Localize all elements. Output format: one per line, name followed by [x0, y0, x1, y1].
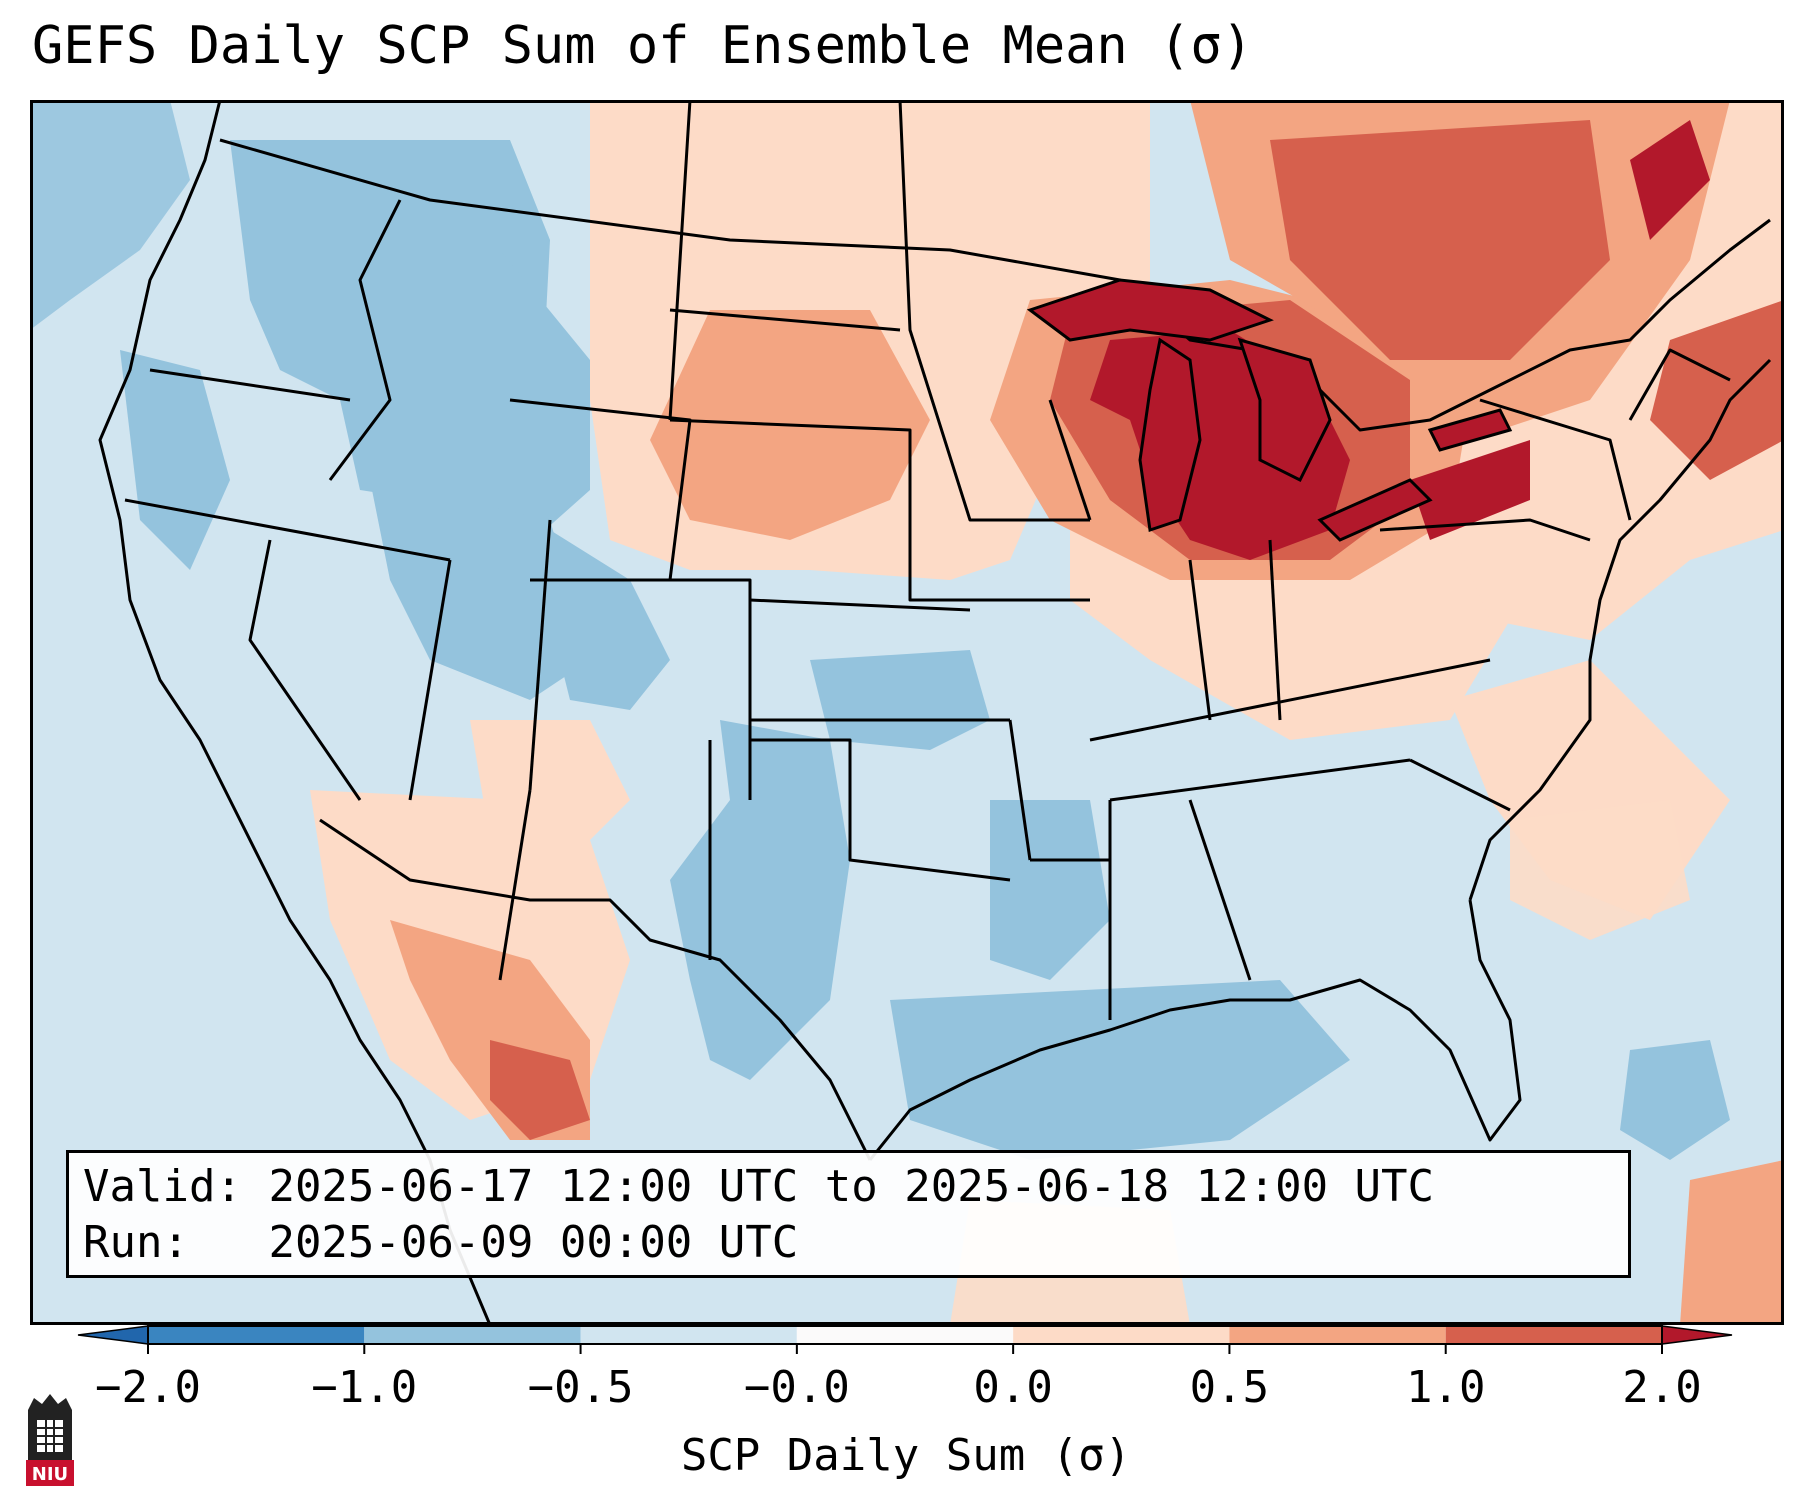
colorbar-segment — [364, 1326, 581, 1344]
colorbar-tick-label: −0.5 — [528, 1362, 634, 1413]
colorbar-segment — [1445, 1326, 1662, 1344]
colorbar-extend-low — [77, 1325, 149, 1345]
state-line-oh-in — [1268, 539, 1282, 721]
colorbar-ticks — [147, 1344, 1663, 1354]
colorbar-segments — [77, 1325, 1733, 1345]
colorbar-segment — [148, 1326, 365, 1344]
gulf-coast — [868, 899, 1522, 1161]
state-line-wi — [1048, 399, 1092, 521]
lake-superior — [1026, 278, 1274, 342]
anomaly-patch-erie-ontario-darkred — [1410, 440, 1530, 540]
state-line-tn-south — [1109, 758, 1411, 802]
logo-badge — [26, 1460, 74, 1486]
anomaly-patch-caribbean-orange — [1680, 1160, 1784, 1325]
state-line-mt-nd — [668, 100, 692, 421]
colorbar-tick-label: 2.0 — [1622, 1362, 1701, 1413]
us-mexico-border — [319, 818, 872, 1161]
lake-ontario — [1427, 408, 1513, 452]
colorbar-tick-label: 0.5 — [1190, 1362, 1269, 1413]
anomaly-patch-texas-blue — [670, 720, 850, 1080]
niu-logo-icon: NIU — [26, 1394, 74, 1486]
anomaly-patch-mexico-red — [490, 1040, 590, 1140]
state-line-nv-ut — [408, 559, 452, 801]
coastline-west — [98, 100, 492, 1325]
state-line-or-ca — [124, 498, 451, 562]
anomaly-patch-ne-pacific-blue — [30, 100, 190, 330]
scp-map — [30, 100, 1784, 1325]
us-canada-border — [219, 138, 1771, 432]
state-line-wy — [509, 398, 692, 582]
colorbar-tick-label: −0.0 — [744, 1362, 850, 1413]
state-line-mo-ar — [1008, 719, 1032, 861]
anomaly-patch-quebec-darkred — [1630, 120, 1710, 240]
anomaly-field — [30, 100, 1784, 1325]
anomaly-patch-gulf-blue — [890, 980, 1350, 1160]
state-line-nd-sd — [669, 308, 901, 332]
state-line-az-nm — [498, 789, 532, 981]
colorbar-tick-label: 0.0 — [973, 1362, 1052, 1413]
colorbar-tick-labels: −2.0 −1.0 −0.5 −0.0 0.0 0.5 1.0 2.0 — [95, 1362, 1702, 1413]
colorbar-tick-label: −1.0 — [311, 1362, 417, 1413]
colorbar: −2.0 −1.0 −0.5 −0.0 0.0 0.5 1.0 2.0 SCP Daily S… — [77, 1325, 1733, 1481]
state-line-sd-ne — [669, 418, 912, 520]
anomaly-patch-utah-blue — [370, 480, 590, 700]
anomaly-patch-new-england-red — [1650, 300, 1784, 480]
state-line-pa — [1379, 518, 1591, 542]
anomaly-patch-ontario-red — [1270, 120, 1610, 360]
valid-label: Valid: — [83, 1161, 242, 1212]
state-line-tn-ky — [1089, 658, 1491, 742]
lake-huron — [1237, 337, 1332, 483]
state-line-co-ks — [670, 578, 752, 800]
state-line-il-in — [1188, 559, 1212, 721]
map-frame — [30, 100, 1784, 1325]
anomaly-patch-atlantic-orange — [1510, 800, 1690, 940]
logo-window-lines — [37, 1420, 63, 1452]
anomaly-patch-atlantic-blue — [1620, 1040, 1730, 1160]
colorbar-outline — [147, 1325, 1663, 1345]
run-time: 2025-06-09 00:00 UTC — [268, 1217, 799, 1268]
logo-text: NIU — [32, 1464, 68, 1485]
state-line-ia-mo — [908, 520, 1090, 602]
anomaly-patch-arklatex-blue — [990, 800, 1110, 980]
state-line-ca-nv — [248, 539, 362, 801]
state-line-ok-tx — [750, 738, 1011, 882]
run-label: Run: — [83, 1217, 189, 1268]
lake-michigan — [1138, 337, 1202, 532]
anomaly-patch-plains-blue — [810, 650, 990, 750]
state-line-wa-or — [149, 368, 351, 402]
lake-erie — [1317, 478, 1433, 542]
anomaly-patch-idaho-blue — [390, 200, 590, 570]
colorbar-segment — [580, 1326, 797, 1344]
state-line-id-mt — [328, 199, 402, 481]
state-line-al-ga — [1188, 799, 1252, 981]
anomaly-patch-new-mexico-orange — [470, 720, 630, 860]
map-title: GEFS Daily SCP Sum of Ensemble Mean (σ) — [32, 16, 1253, 76]
colorbar-extend-high — [1661, 1325, 1733, 1345]
state-line-new-england — [1628, 348, 1731, 421]
state-line-sc-nc — [1409, 758, 1511, 812]
east-coast — [1468, 358, 1772, 901]
state-line-mn — [898, 100, 1090, 522]
colorbar-tick-label: 1.0 — [1406, 1362, 1485, 1413]
validity-info-box: Valid: 2025-06-17 12:00 UTC to 2025-06-1… — [66, 1150, 1631, 1278]
colorbar-tick-label: −2.0 — [95, 1362, 201, 1413]
colorbar-segment — [1013, 1326, 1230, 1344]
valid-time-range: 2025-06-17 12:00 UTC to 2025-06-18 12:00… — [268, 1161, 1435, 1212]
colorbar-segment — [1229, 1326, 1446, 1344]
state-line-ny — [1479, 398, 1632, 521]
anomaly-patch-colorado-blue — [550, 530, 670, 710]
state-line-ne-ks — [749, 598, 971, 612]
colorbar-segment — [796, 1326, 1014, 1344]
great-lakes — [1026, 278, 1513, 542]
state-line-ut-co — [528, 519, 552, 791]
borders — [98, 100, 1772, 1325]
colorbar-label: SCP Daily Sum (σ) — [681, 1430, 1131, 1481]
